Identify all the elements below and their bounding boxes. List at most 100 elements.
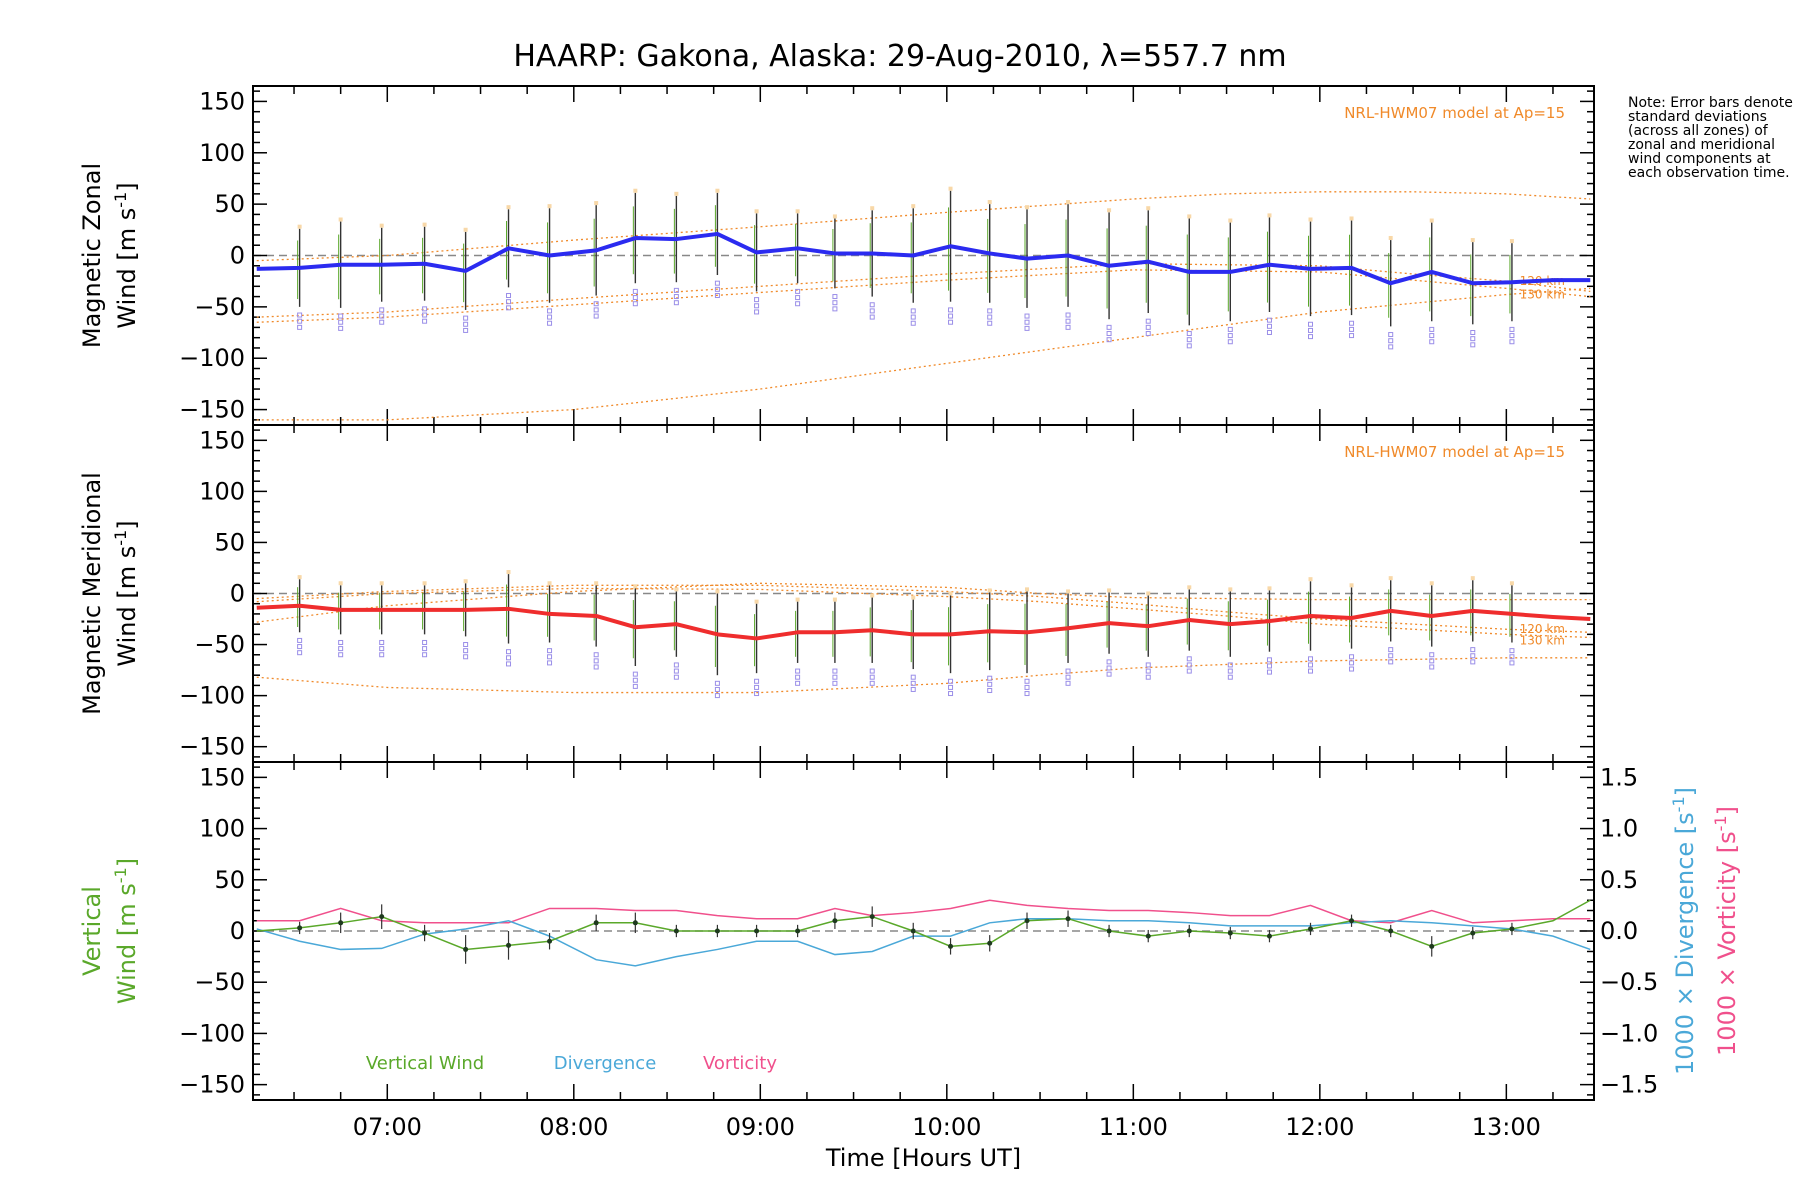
- zone-marker-top: [463, 579, 468, 584]
- unit-text: Wind [m s: [113, 546, 141, 667]
- zone-marker-top: [795, 597, 800, 602]
- zone-marker-top: [870, 206, 875, 211]
- y-tick-label: −50: [194, 631, 245, 659]
- zone-marker: [338, 652, 344, 658]
- zone-marker: [593, 313, 599, 319]
- zone-marker: [754, 691, 760, 697]
- zone-marker: [714, 693, 720, 699]
- zone-marker: [547, 654, 553, 660]
- divergence-axis-label-sup: -1: [1669, 796, 1688, 812]
- unit-text: Wind [m s: [113, 208, 141, 329]
- zone-marker: [1429, 652, 1435, 658]
- zone-marker: [506, 293, 512, 299]
- zone-marker-top: [379, 581, 384, 586]
- y-axis-label-unit: Wind [m s-1]: [111, 520, 141, 666]
- zone-marker: [1429, 333, 1435, 339]
- y-tick-label: −150: [179, 396, 245, 424]
- zone-marker-top: [1308, 577, 1313, 582]
- zone-marker: [673, 300, 679, 306]
- y-tick-label: −100: [179, 1019, 245, 1047]
- zone-marker-top: [1429, 218, 1434, 223]
- zone-marker-top: [1267, 586, 1272, 591]
- data-point: [632, 920, 638, 926]
- zone-marker: [1227, 674, 1233, 680]
- zone-marker: [1186, 656, 1192, 662]
- data-point: [910, 928, 916, 934]
- zone-marker: [1388, 653, 1394, 659]
- zone-marker: [1429, 339, 1435, 345]
- y-tick-label: 50: [214, 190, 245, 218]
- data-point: [1470, 930, 1476, 936]
- zone-marker: [1470, 659, 1476, 665]
- unit-sup: -1: [111, 867, 130, 883]
- zone-marker: [422, 639, 428, 645]
- zone-marker: [338, 325, 344, 331]
- series-line-vertical-wind: [256, 899, 1591, 951]
- data-point: [422, 930, 428, 936]
- zone-marker-top: [987, 200, 992, 205]
- zone-marker-top: [948, 186, 953, 191]
- series-line-divergence: [256, 917, 1591, 967]
- zone-marker: [463, 642, 469, 648]
- zone-marker: [338, 313, 344, 319]
- unit-close: ]: [113, 182, 141, 191]
- zone-marker: [1024, 691, 1030, 697]
- model-label: NRL-HWM07 model at Ap=15: [1344, 443, 1565, 461]
- zone-marker: [422, 652, 428, 658]
- y-tick-label: 100: [199, 139, 245, 167]
- zone-marker-top: [547, 204, 552, 209]
- data-point: [1266, 933, 1272, 939]
- zone-marker: [1024, 325, 1030, 331]
- data-point: [673, 928, 679, 934]
- zone-marker: [379, 652, 385, 658]
- y-tick-label: 50: [214, 528, 245, 556]
- zone-marker: [832, 668, 838, 674]
- zone-marker: [1429, 664, 1435, 670]
- zone-marker: [1106, 659, 1112, 665]
- zone-marker: [1024, 678, 1030, 684]
- divergence-axis-label-text: 1000 × Divergence [s: [1671, 812, 1699, 1075]
- y-tick-label: 100: [199, 815, 245, 843]
- zone-marker: [673, 662, 679, 668]
- zone-marker: [869, 314, 875, 320]
- x-tick-label: 10:00: [912, 1113, 981, 1141]
- y-tick-label: 100: [199, 477, 245, 505]
- model-line: [256, 582, 1591, 623]
- zone-marker: [338, 639, 344, 645]
- zone-marker: [422, 646, 428, 652]
- data-point: [1227, 930, 1233, 936]
- zone-marker: [910, 686, 916, 692]
- zone-marker: [1349, 654, 1355, 660]
- zone-marker: [379, 319, 385, 325]
- zone-marker: [832, 674, 838, 680]
- zone-marker: [795, 295, 801, 301]
- zone-marker: [987, 314, 993, 320]
- zone-marker-top: [674, 191, 679, 196]
- data-point: [506, 942, 512, 948]
- zone-marker: [1470, 336, 1476, 342]
- zone-marker: [987, 308, 993, 314]
- zone-marker: [795, 668, 801, 674]
- data-point: [297, 925, 303, 931]
- zone-marker-top: [1107, 588, 1112, 593]
- zone-marker: [1186, 331, 1192, 337]
- zone-marker-top: [832, 214, 837, 219]
- zone-marker: [1349, 320, 1355, 326]
- zone-marker: [1470, 329, 1476, 335]
- zone-marker: [1349, 333, 1355, 339]
- zone-marker-top: [1228, 587, 1233, 592]
- data-point: [948, 943, 954, 949]
- x-tick-label: 07:00: [353, 1113, 422, 1141]
- zone-marker: [547, 660, 553, 666]
- zone-marker: [948, 313, 954, 319]
- data-point: [463, 946, 469, 952]
- zone-marker: [1145, 331, 1151, 337]
- unit-close: ]: [113, 858, 141, 867]
- zone-marker-top: [1228, 218, 1233, 223]
- zone-marker: [1065, 318, 1071, 324]
- zone-marker-top: [987, 588, 992, 593]
- zone-marker-top: [754, 209, 759, 214]
- zone-marker: [673, 668, 679, 674]
- y-tick-label: −50: [194, 293, 245, 321]
